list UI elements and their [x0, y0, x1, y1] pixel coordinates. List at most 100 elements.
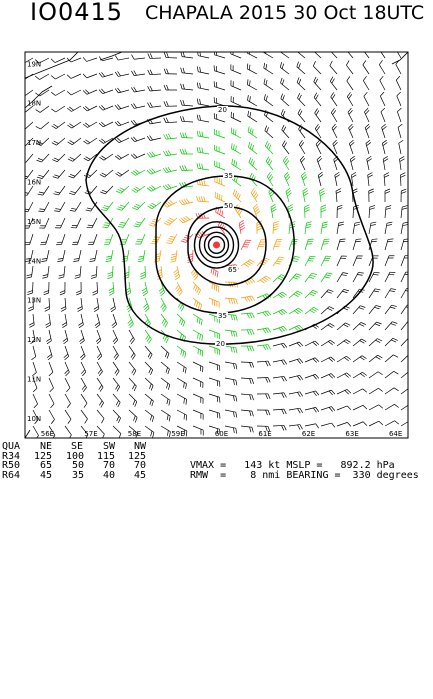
wind-barb	[181, 68, 193, 74]
wind-barb	[54, 202, 65, 212]
wind-barb	[132, 55, 145, 60]
wind-barb	[241, 394, 254, 400]
wind-barb	[247, 48, 257, 58]
lat-label-12n: 12N	[27, 336, 41, 344]
wind-barb	[363, 60, 369, 74]
wind-barb	[113, 426, 121, 439]
wind-barb	[70, 202, 81, 211]
wind-barb	[380, 92, 385, 106]
wind-barb	[401, 289, 412, 298]
wind-barb	[99, 154, 113, 160]
wind-barb	[64, 346, 69, 360]
wind-barb	[284, 172, 290, 186]
wind-barb	[382, 140, 387, 154]
wind-barb	[164, 85, 177, 90]
wind-barb	[77, 298, 82, 312]
wind-barb	[49, 394, 54, 408]
wind-barb	[353, 339, 366, 346]
wind-barb	[87, 218, 97, 228]
wind-barb	[305, 341, 319, 346]
wind-barb	[248, 95, 257, 106]
wind-barb	[180, 149, 193, 154]
wind-barb	[337, 323, 350, 330]
wind-barb	[68, 170, 81, 178]
wind-barb	[147, 186, 161, 192]
wind-barb	[193, 314, 202, 325]
wind-barb	[401, 321, 413, 330]
wind-barb	[115, 138, 129, 143]
wind-barb	[225, 346, 237, 353]
wind-barb	[113, 410, 121, 423]
wind-barb	[300, 156, 305, 170]
wind-barb	[273, 326, 287, 332]
wind-barb	[193, 410, 203, 420]
wind-barb	[214, 97, 225, 106]
wind-barb	[305, 222, 312, 234]
wind-barb	[241, 362, 254, 368]
row-r64-se: 35	[72, 471, 84, 481]
wind-barb	[51, 58, 65, 63]
wind-barb	[100, 170, 113, 177]
wind-barb	[38, 186, 49, 195]
wind-barb	[177, 410, 187, 420]
wind-barb	[97, 410, 104, 423]
wind-barb	[248, 126, 257, 138]
wind-barb	[273, 360, 287, 365]
wind-barb	[321, 407, 335, 412]
wind-barb	[214, 129, 225, 138]
wind-barb	[384, 173, 389, 186]
wind-barb	[147, 102, 161, 107]
wind-barb	[336, 189, 341, 202]
wind-barb	[337, 356, 351, 362]
wind-barb	[140, 266, 145, 279]
wind-barb	[305, 307, 318, 314]
wind-barb	[383, 156, 388, 170]
wind-barb	[164, 118, 177, 123]
wind-barb	[313, 61, 321, 74]
wind-barb	[97, 394, 104, 407]
wind-barb	[353, 306, 365, 314]
wind-barb	[170, 250, 177, 262]
wind-barb	[297, 93, 305, 106]
wind-barb	[59, 266, 65, 278]
wind-barb	[401, 338, 414, 346]
wind-barb	[257, 240, 266, 250]
wind-barb	[231, 96, 241, 106]
wind-barb	[353, 222, 360, 234]
wind-barb	[385, 322, 397, 330]
wind-barb	[369, 305, 381, 314]
lon-label-60e: 60E	[215, 430, 228, 438]
wind-barb	[145, 346, 152, 359]
wind-barb	[330, 61, 337, 74]
wind-barb	[301, 172, 307, 186]
wind-barb	[289, 291, 302, 298]
wind-barb	[266, 157, 273, 170]
wind-barb	[29, 314, 34, 327]
wind-barb	[401, 272, 411, 282]
lon-label-59e: 59E	[171, 430, 184, 438]
wind-barb	[381, 108, 385, 122]
wind-barb	[249, 158, 257, 170]
wind-barb	[83, 57, 97, 61]
wind-barb	[110, 298, 115, 312]
wind-barb	[193, 362, 203, 372]
wind-barb	[115, 71, 129, 76]
wind-barb	[209, 394, 220, 403]
wind-barb	[353, 372, 367, 378]
wind-barb	[273, 409, 286, 414]
wind-barb	[113, 346, 118, 360]
wind-barb	[80, 346, 85, 360]
wind-barb	[67, 122, 81, 128]
wind-barb	[65, 426, 71, 439]
wind-barb	[164, 52, 177, 58]
lat-label-18n: 18N	[27, 100, 41, 108]
wind-barb	[181, 234, 193, 243]
wind-barb	[83, 122, 97, 127]
wind-barb	[257, 394, 270, 399]
wind-barb	[99, 105, 113, 110]
wind-barb	[241, 330, 254, 335]
wind-barb	[273, 257, 285, 266]
wind-barb	[235, 204, 242, 218]
wind-barb	[174, 266, 180, 280]
